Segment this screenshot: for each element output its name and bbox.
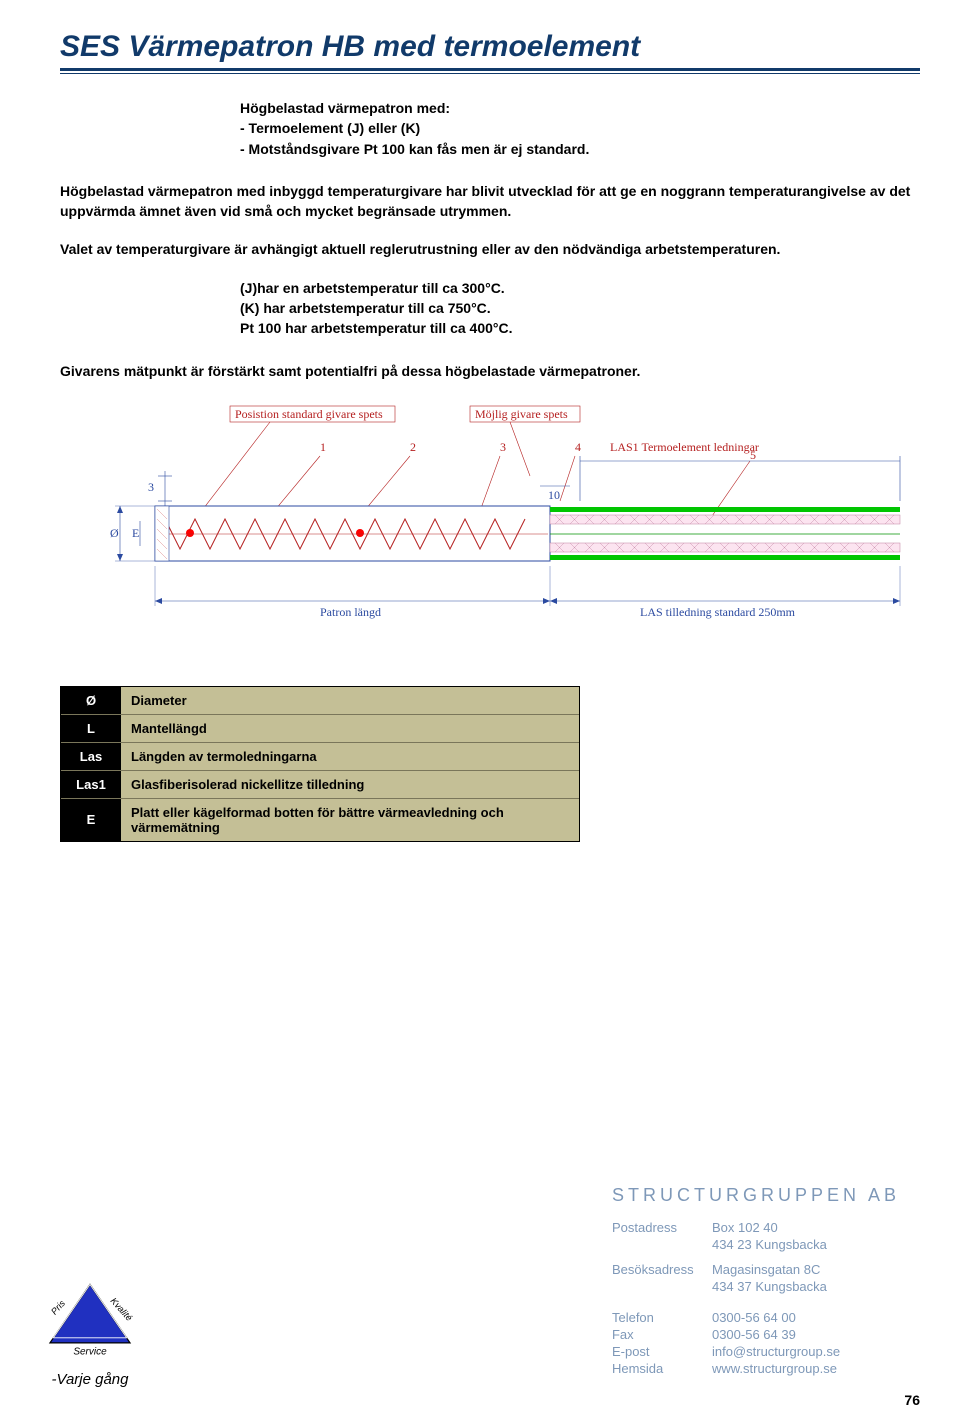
callout-5: 5 xyxy=(750,448,756,462)
footer-label: Fax xyxy=(612,1327,712,1342)
table-row: Ø Diameter xyxy=(61,687,579,715)
label-patron: Patron längd xyxy=(320,605,381,619)
intro-block: Högbelastad värmepatron med: - Termoelem… xyxy=(240,98,920,159)
table-row: E Platt eller kägelformad botten för bät… xyxy=(61,799,579,841)
label-las-tilled: LAS tilledning standard 250mm xyxy=(640,605,796,619)
footer-val: Box 102 40 xyxy=(712,1220,778,1235)
table-row: L Mantellängd xyxy=(61,715,579,743)
page: SES Värmepatron HB med termoelement Högb… xyxy=(0,0,960,1418)
title-rule-thin xyxy=(60,73,920,74)
paragraph-2: Valet av temperaturgivare är avhängigt a… xyxy=(60,239,920,259)
footer-val: info@structurgroup.se xyxy=(712,1344,840,1359)
footer-label: E-post xyxy=(612,1344,712,1359)
dim-3: 3 xyxy=(148,480,154,494)
footer-label: Besöksadress xyxy=(612,1262,712,1277)
param-desc: Mantellängd xyxy=(121,715,579,742)
intro-line-3: - Motståndsgivare Pt 100 kan fås men är … xyxy=(240,139,920,159)
footer-label: Hemsida xyxy=(612,1361,712,1376)
callout-2: 2 xyxy=(410,440,416,454)
callout-1: 1 xyxy=(320,440,326,454)
param-sym: Las1 xyxy=(61,771,121,798)
company-brand: STRUCTURGRUPPEN AB xyxy=(612,1185,900,1206)
callout-4: 4 xyxy=(575,440,581,454)
footer-val: 0300-56 64 39 xyxy=(712,1327,796,1342)
param-desc: Diameter xyxy=(121,687,579,714)
dim-O: Ø xyxy=(110,526,119,540)
footer-label xyxy=(612,1237,712,1252)
temp-pt: Pt 100 har arbetstemperatur till ca 400°… xyxy=(240,318,920,338)
label-mojlig: Möjlig givare spets xyxy=(475,407,568,421)
parameter-table: Ø Diameter L Mantellängd Las Längden av … xyxy=(60,686,580,842)
tagline: -Varje gång xyxy=(40,1371,140,1388)
callout-3: 3 xyxy=(500,440,506,454)
page-title: SES Värmepatron HB med termoelement xyxy=(60,30,920,64)
param-sym: Las xyxy=(61,743,121,770)
paragraph-3: Givarens mätpunkt är förstärkt samt pote… xyxy=(60,361,920,381)
footer-val: 0300-56 64 00 xyxy=(712,1310,796,1325)
param-desc: Platt eller kägelformad botten för bättr… xyxy=(121,799,579,841)
footer-label xyxy=(612,1279,712,1294)
table-row: Las Längden av termoledningarna xyxy=(61,743,579,771)
intro-line-2: - Termoelement (J) eller (K) xyxy=(240,118,920,138)
technical-diagram: Posistion standard givare spets Möjlig g… xyxy=(110,401,920,656)
param-sym: Ø xyxy=(61,687,121,714)
footer-val: www.structurgroup.se xyxy=(712,1361,837,1376)
paragraph-1: Högbelastad värmepatron med inbyggd temp… xyxy=(60,181,920,222)
intro-line-1: Högbelastad värmepatron med: xyxy=(240,98,920,118)
logo-block: Pris Kvalité Service -Varje gång xyxy=(40,1277,140,1388)
table-row: Las1 Glasfiberisolerad nickellitze tille… xyxy=(61,771,579,799)
triangle-logo-icon: Pris Kvalité Service xyxy=(40,1277,140,1362)
footer-label: Telefon xyxy=(612,1310,712,1325)
footer-val: 434 37 Kungsbacka xyxy=(712,1279,827,1294)
temp-block: (J)har en arbetstemperatur till ca 300°C… xyxy=(240,278,920,339)
param-desc: Längden av termoledningarna xyxy=(121,743,579,770)
dim-10: 10 xyxy=(548,488,560,502)
footer-label: Postadress xyxy=(612,1220,712,1235)
footer-block: STRUCTURGRUPPEN AB PostadressBox 102 40 … xyxy=(612,1185,900,1378)
param-sym: E xyxy=(61,799,121,841)
label-las1-term: LAS1 Termoelement ledningar xyxy=(610,440,759,454)
title-rule-thick xyxy=(60,68,920,71)
page-number: 76 xyxy=(904,1392,920,1408)
param-sym: L xyxy=(61,715,121,742)
footer-val: 434 23 Kungsbacka xyxy=(712,1237,827,1252)
diagram-svg: Posistion standard givare spets Möjlig g… xyxy=(110,401,910,651)
temp-j: (J)har en arbetstemperatur till ca 300°C… xyxy=(240,278,920,298)
logo-service: Service xyxy=(73,1347,107,1358)
label-pos-std: Posistion standard givare spets xyxy=(235,407,383,421)
logo-pris: Pris xyxy=(49,1298,67,1317)
footer-val: Magasinsgatan 8C xyxy=(712,1262,820,1277)
temp-k: (K) har arbetstemperatur till ca 750°C. xyxy=(240,298,920,318)
param-desc: Glasfiberisolerad nickellitze tilledning xyxy=(121,771,579,798)
dim-E: E xyxy=(132,526,139,540)
